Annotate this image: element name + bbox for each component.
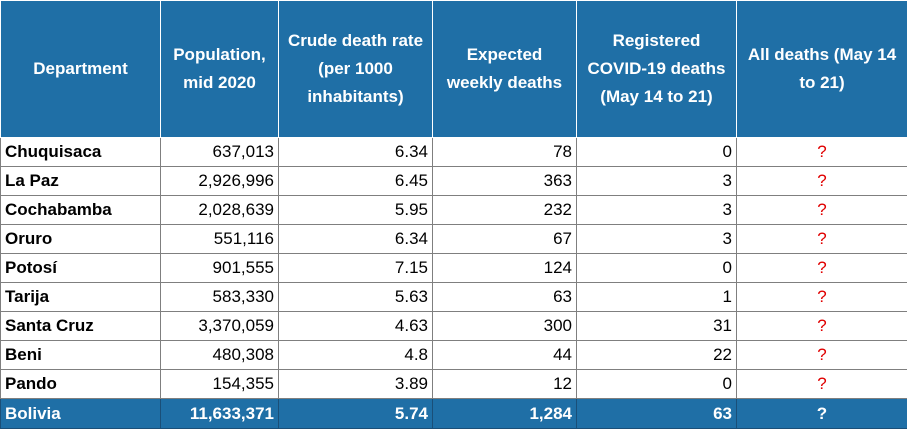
- table-cell: 63: [432, 282, 577, 312]
- total-cell: ?: [736, 398, 907, 429]
- table-cell: 583,330: [160, 282, 279, 312]
- table-cell: 3.89: [278, 369, 433, 399]
- table-cell: 7.15: [278, 253, 433, 283]
- table-cell: Chuquisaca: [0, 137, 161, 167]
- table-cell: 0: [576, 369, 737, 399]
- table-head: Department Population, mid 2020 Crude deat…: [0, 0, 907, 138]
- table-cell: ?: [736, 195, 907, 225]
- table-cell: 5.63: [278, 282, 433, 312]
- table-cell: 637,013: [160, 137, 279, 167]
- table-cell: 67: [432, 224, 577, 254]
- total-cell: 11,633,371: [160, 398, 279, 429]
- table-cell: 22: [576, 340, 737, 370]
- total-cell: 63: [576, 398, 737, 429]
- table-cell: 300: [432, 311, 577, 341]
- table-cell: 124: [432, 253, 577, 283]
- table-cell: Cochabamba: [0, 195, 161, 225]
- header-cell: All deaths (May 14 to 21): [736, 0, 907, 138]
- table-row: Santa Cruz 3,370,059 4.63 300 31?: [0, 311, 907, 341]
- table-cell: 6.34: [278, 137, 433, 167]
- table-cell: 0: [576, 253, 737, 283]
- total-cell: 5.74: [278, 398, 433, 429]
- table-cell: 551,116: [160, 224, 279, 254]
- table-cell: 232: [432, 195, 577, 225]
- total-cell: 1,284: [432, 398, 577, 429]
- table-cell: 78: [432, 137, 577, 167]
- table-cell: 4.8: [278, 340, 433, 370]
- table-cell: 5.95: [278, 195, 433, 225]
- table-cell: 3,370,059: [160, 311, 279, 341]
- table-row: Beni 480,308 4.8 44 22?: [0, 340, 907, 370]
- table-cell: 6.45: [278, 166, 433, 196]
- table-row: Tarija 583,330 5.63 63 1?: [0, 282, 907, 312]
- table-cell: 901,555: [160, 253, 279, 283]
- table-cell: ?: [736, 166, 907, 196]
- table-row: Pando 154,355 3.89 12 0?: [0, 369, 907, 399]
- table-cell: Santa Cruz: [0, 311, 161, 341]
- table-cell: ?: [736, 340, 907, 370]
- table-row: Oruro 551,116 6.34 67 3?: [0, 224, 907, 254]
- table-cell: 3: [576, 166, 737, 196]
- table-cell: Beni: [0, 340, 161, 370]
- table-row: La Paz 2,926,996 6.45 363 3?: [0, 166, 907, 196]
- table-cell: 12: [432, 369, 577, 399]
- total-row: Bolivia 11,633,371 5.74 1,284 63?: [0, 398, 907, 429]
- header-cell: Registered COVID-19 deaths (May 14 to 21…: [576, 0, 737, 138]
- table-cell: La Paz: [0, 166, 161, 196]
- table-cell: 44: [432, 340, 577, 370]
- table-cell: Potosí: [0, 253, 161, 283]
- table-cell: 3: [576, 195, 737, 225]
- table-cell: ?: [736, 282, 907, 312]
- table-cell: 2,028,639: [160, 195, 279, 225]
- table-cell: ?: [736, 311, 907, 341]
- header-row: Department Population, mid 2020 Crude deat…: [0, 0, 907, 138]
- table-cell: ?: [736, 137, 907, 167]
- table-cell: 2,926,996: [160, 166, 279, 196]
- table-cell: 4.63: [278, 311, 433, 341]
- table-cell: 154,355: [160, 369, 279, 399]
- table-cell: 0: [576, 137, 737, 167]
- table-cell: 31: [576, 311, 737, 341]
- table-cell: Pando: [0, 369, 161, 399]
- table-cell: 363: [432, 166, 577, 196]
- table-cell: ?: [736, 253, 907, 283]
- table-row: Chuquisaca 637,013 6.34 78 0?: [0, 137, 907, 167]
- total-cell: Bolivia: [0, 398, 161, 429]
- table-cell: ?: [736, 369, 907, 399]
- table-cell: 3: [576, 224, 737, 254]
- table-row: Potosí 901,555 7.15 124 0?: [0, 253, 907, 283]
- table-cell: Tarija: [0, 282, 161, 312]
- table-body: Chuquisaca 637,013 6.34 78 0? La Paz 2,926,996…: [0, 137, 907, 429]
- header-cell: Department: [0, 0, 161, 138]
- table-cell: 480,308: [160, 340, 279, 370]
- header-cell: Crude death rate (per 1000 inhabitants): [278, 0, 433, 138]
- header-cell: Expected weekly deaths: [432, 0, 577, 138]
- table-cell: ?: [736, 224, 907, 254]
- table-row: Cochabamba 2,028,639 5.95 232 3?: [0, 195, 907, 225]
- table-cell: 1: [576, 282, 737, 312]
- table-cell: 6.34: [278, 224, 433, 254]
- table-cell: Oruro: [0, 224, 161, 254]
- header-cell: Population, mid 2020: [160, 0, 279, 138]
